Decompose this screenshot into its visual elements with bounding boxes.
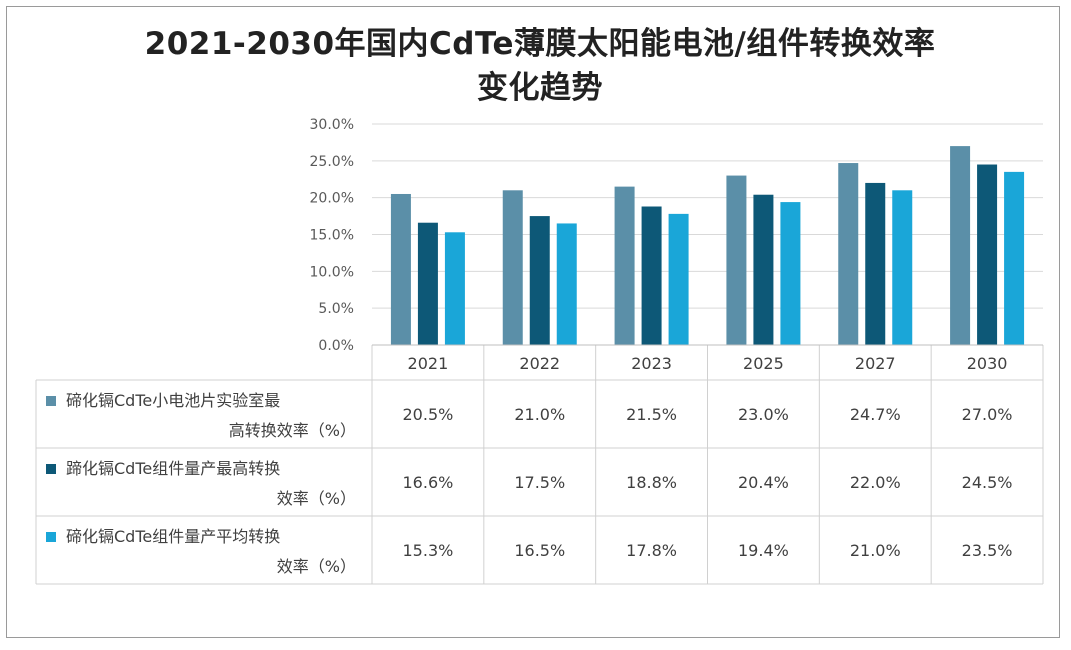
bar: [614, 186, 635, 345]
bar: [865, 182, 886, 345]
y-tick-label: 25.0%: [310, 154, 354, 170]
data-label: 21.0%: [514, 405, 565, 424]
data-label: 23.5%: [962, 541, 1013, 560]
legend-label-line: 高转换效率（%）: [229, 421, 356, 440]
x-category-label: 2021: [408, 354, 449, 373]
bar: [529, 216, 550, 345]
data-label: 18.8%: [626, 473, 677, 492]
x-category-label: 2030: [967, 354, 1008, 373]
data-label: 20.4%: [738, 473, 789, 492]
y-tick-label: 15.0%: [310, 228, 354, 244]
legend-label-line: 蹄化镉CdTe组件量产最高转换: [66, 459, 280, 478]
bar: [892, 190, 913, 345]
bar: [726, 175, 747, 345]
y-tick-label: 20.0%: [310, 191, 354, 207]
data-label: 27.0%: [962, 405, 1013, 424]
bar: [556, 223, 577, 345]
data-label: 17.5%: [514, 473, 565, 492]
x-category-label: 2025: [743, 354, 784, 373]
data-label: 21.5%: [626, 405, 677, 424]
x-category-label: 2027: [855, 354, 896, 373]
data-label: 15.3%: [403, 541, 454, 560]
bars: [390, 146, 1025, 345]
legend-label-line: 碲化镉CdTe组件量产平均转换: [66, 527, 280, 546]
y-tick-label: 0.0%: [318, 338, 354, 354]
bar: [444, 232, 465, 345]
data-label: 19.4%: [738, 541, 789, 560]
bar: [668, 213, 689, 345]
bar: [417, 222, 438, 345]
y-tick-label: 5.0%: [318, 301, 354, 317]
data-table: 2021 2022 2023 2025 2027 2030 碲化镉CdTe小电池片实验室最高…: [35, 344, 1044, 585]
legend-swatch: [46, 464, 56, 474]
legend-label-line: 碲化镉CdTe小电池片实验室最: [66, 391, 280, 410]
bar: [950, 146, 971, 345]
bar: [780, 202, 801, 345]
data-label: 24.7%: [850, 405, 901, 424]
x-category-label: 2023: [631, 354, 672, 373]
bar: [502, 190, 523, 345]
x-category-label: 2022: [519, 354, 560, 373]
y-tick-label: 30.0%: [310, 117, 354, 133]
bar: [390, 193, 411, 345]
data-label: 23.0%: [738, 405, 789, 424]
chart-frame: [6, 6, 1060, 638]
bar: [753, 194, 774, 345]
grid-lines: [372, 123, 1043, 346]
data-label: 24.5%: [962, 473, 1013, 492]
bar: [641, 206, 662, 345]
chart-title-line-2: 变化趋势: [477, 70, 603, 106]
legend-swatch: [46, 532, 56, 542]
bar: [1004, 171, 1025, 345]
data-label: 17.8%: [626, 541, 677, 560]
y-axis-ticks: 0.0% 5.0% 10.0% 15.0% 20.0% 25.0% 30.0%: [310, 117, 354, 354]
legend-label-line: 效率（%）: [277, 557, 356, 576]
data-label: 16.6%: [403, 473, 454, 492]
legend-swatch: [46, 396, 56, 406]
data-label: 20.5%: [403, 405, 454, 424]
chart-title-line-1: 2021-2030年国内CdTe薄膜太阳能电池/组件转换效率: [144, 26, 936, 62]
bar: [838, 163, 859, 345]
chart-title: 2021-2030年国内CdTe薄膜太阳能电池/组件转换效率 变化趋势: [100, 22, 980, 110]
bar: [977, 164, 998, 345]
data-label: 16.5%: [514, 541, 565, 560]
y-tick-label: 10.0%: [310, 264, 354, 280]
data-label: 21.0%: [850, 541, 901, 560]
data-label: 22.0%: [850, 473, 901, 492]
legend-label-line: 效率（%）: [277, 489, 356, 508]
